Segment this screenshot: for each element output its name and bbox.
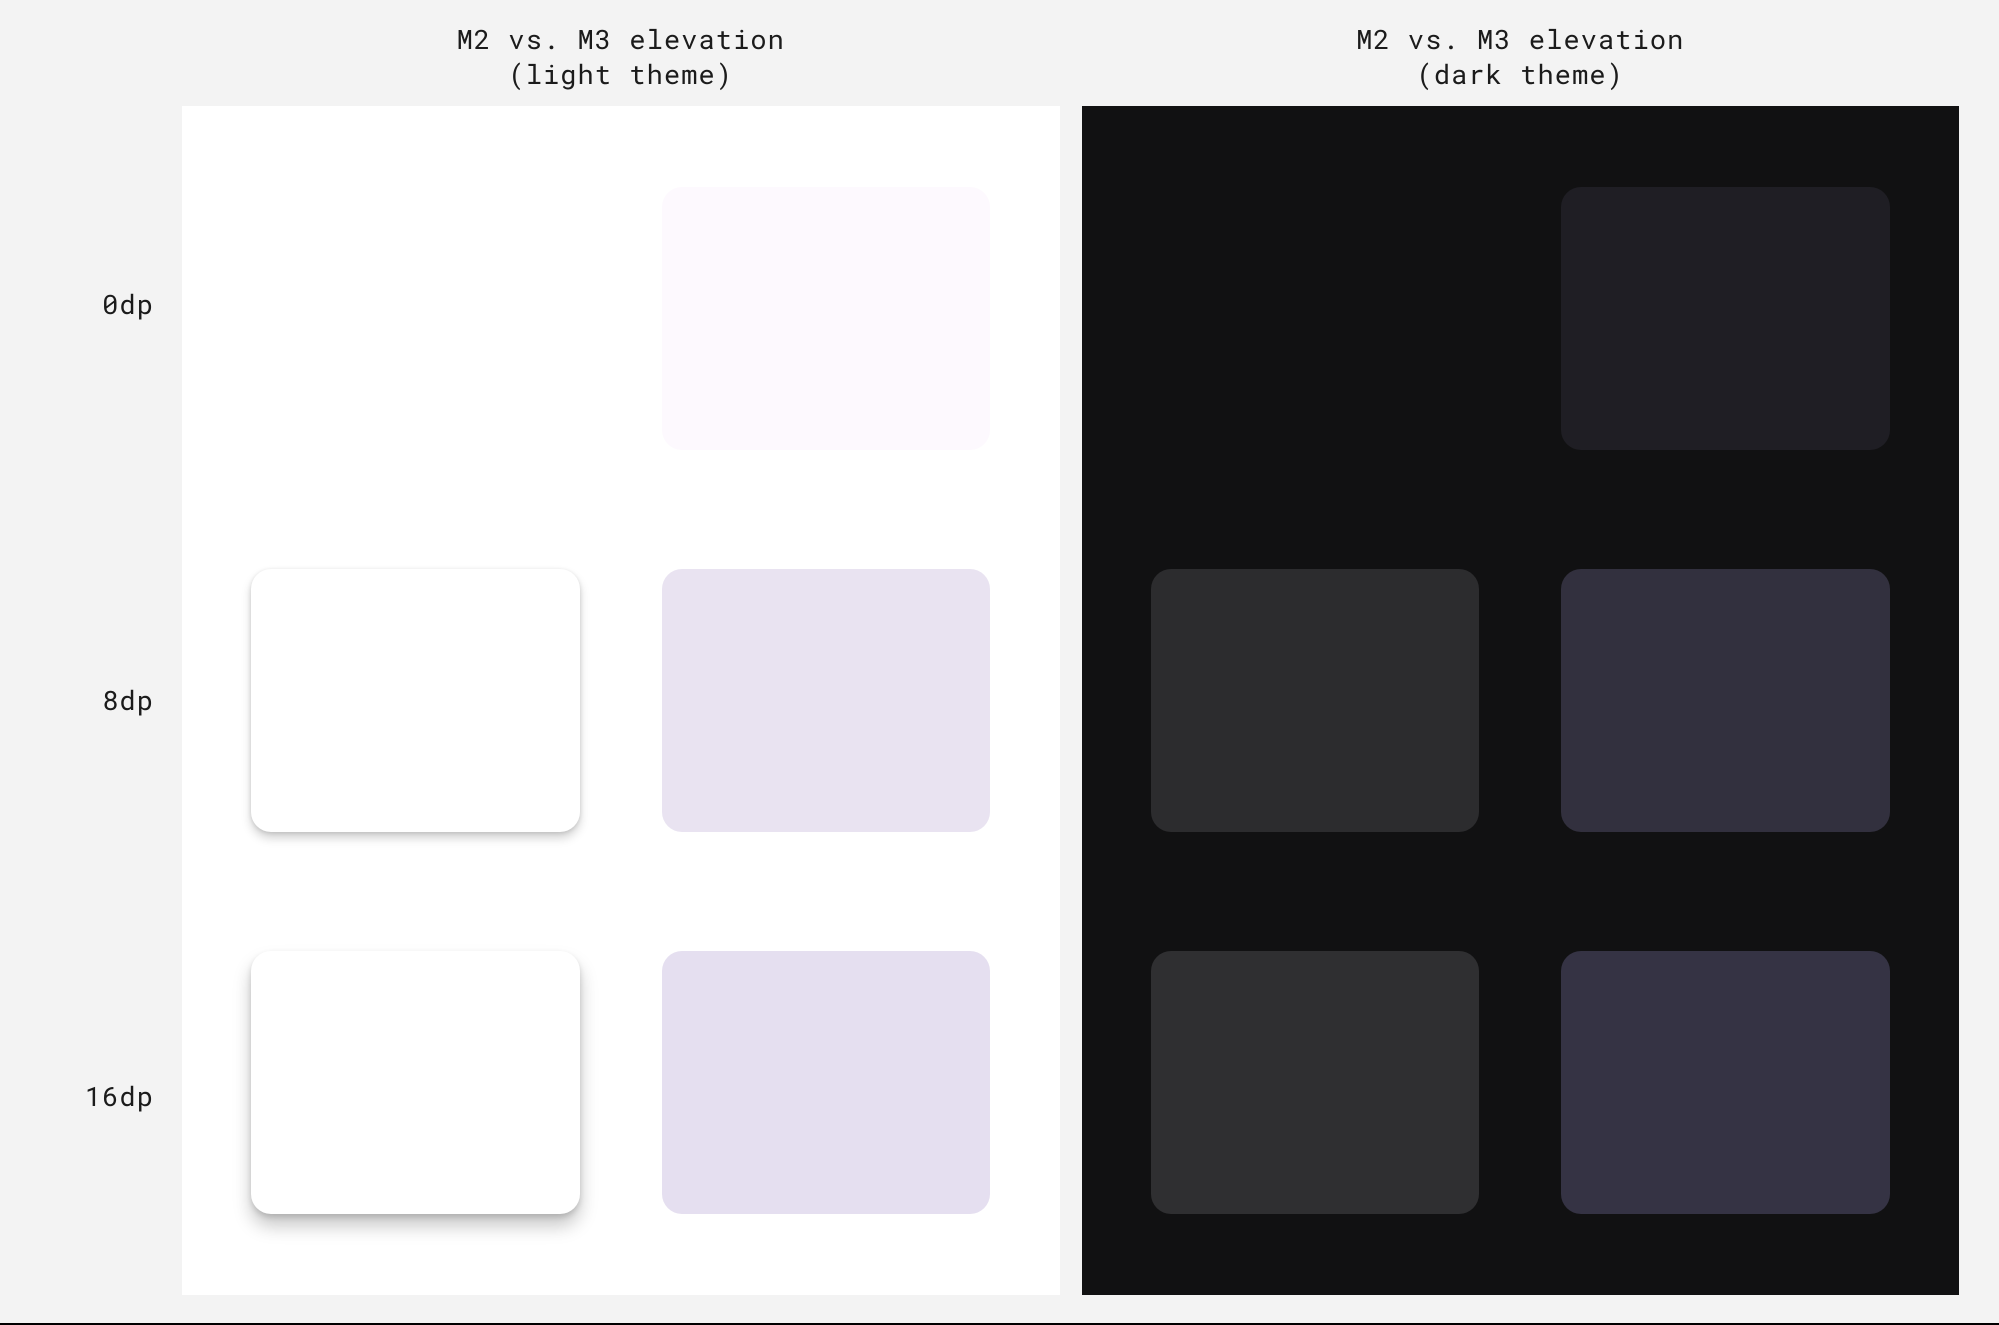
panel-light — [182, 106, 1060, 1295]
swatch-dark-m2-16dp — [1151, 951, 1480, 1214]
elevation-comparison-figure: M2 vs. M3 elevation (light theme) M2 vs.… — [0, 0, 1999, 1325]
swatch-light-m2-16dp — [251, 951, 580, 1214]
heading-light-theme: M2 vs. M3 elevation (light theme) — [182, 22, 1060, 92]
row-labels: 0dp 8dp 16dp — [40, 106, 160, 1295]
spacer — [40, 22, 160, 92]
swatch-dark-m3-16dp — [1561, 951, 1890, 1214]
swatch-light-m3-16dp — [662, 951, 991, 1214]
row-label-16dp: 16dp — [85, 1079, 154, 1114]
swatch-dark-m3-0dp — [1561, 187, 1890, 450]
swatch-dark-m2-8dp — [1151, 569, 1480, 832]
panel-dark — [1082, 106, 1960, 1295]
swatch-light-m3-8dp — [662, 569, 991, 832]
heading-dark-theme: M2 vs. M3 elevation (dark theme) — [1082, 22, 1960, 92]
row-label-0dp: 0dp — [102, 287, 154, 322]
row-label-8dp: 8dp — [102, 683, 154, 718]
swatch-dark-m3-8dp — [1561, 569, 1890, 832]
swatch-light-m3-0dp — [662, 187, 991, 450]
swatch-light-m2-8dp — [251, 569, 580, 832]
